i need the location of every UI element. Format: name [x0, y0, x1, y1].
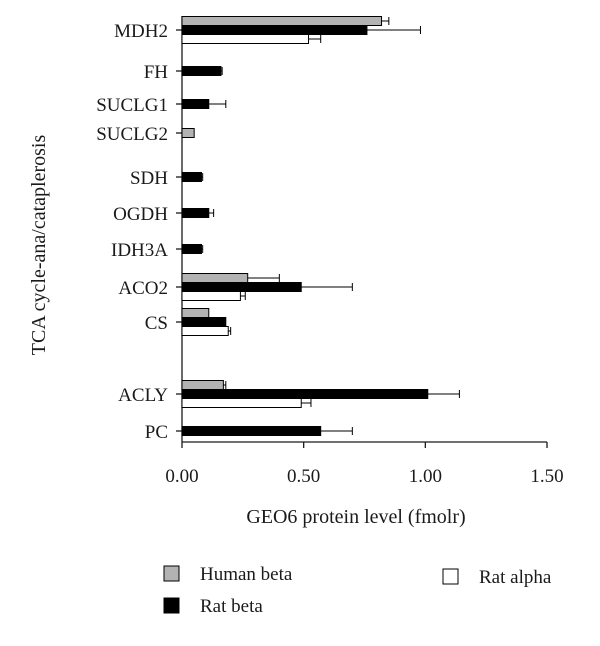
legend-label: Rat beta — [200, 596, 263, 617]
category-label: SUCLG2 — [96, 124, 168, 145]
category-label: IDH3A — [111, 240, 168, 261]
x-axis-title: GEO6 protein level (fmolr) — [246, 506, 465, 528]
bar — [181, 34, 310, 44]
category-label: OGDH — [113, 204, 168, 225]
category-label: ACLY — [118, 385, 168, 406]
bar — [181, 208, 210, 218]
legend-label: Human beta — [200, 564, 293, 585]
bar — [181, 282, 302, 292]
legend-swatch — [163, 597, 180, 614]
bar — [181, 66, 222, 76]
x-tick-label: 0.00 — [165, 466, 198, 487]
bar — [181, 326, 229, 336]
bar — [181, 291, 241, 301]
category-label: FH — [144, 62, 169, 83]
bar — [181, 128, 195, 138]
bar — [181, 380, 224, 390]
x-tick-label: 1.50 — [530, 466, 563, 487]
bar — [181, 99, 210, 109]
bar — [181, 244, 202, 254]
bar — [181, 25, 368, 35]
y-axis-title: TCA cycle-ana/cataplerosis — [28, 135, 50, 356]
category-label: CS — [145, 313, 168, 334]
legend-swatch — [163, 565, 180, 582]
bar — [181, 308, 210, 318]
bar — [181, 426, 322, 436]
x-tick-label: 1.00 — [409, 466, 442, 487]
x-tick-label: 0.50 — [287, 466, 320, 487]
category-label: PC — [145, 422, 168, 443]
category-label: SDH — [130, 168, 168, 189]
legend-swatch — [442, 568, 459, 585]
bar — [181, 172, 202, 182]
bar — [181, 16, 383, 26]
bar — [181, 317, 227, 327]
legend-label: Rat alpha — [479, 567, 552, 588]
bar — [181, 273, 249, 283]
category-label: MDH2 — [114, 21, 168, 42]
category-label: ACO2 — [118, 278, 168, 299]
category-label: SUCLG1 — [96, 95, 168, 116]
bar — [181, 398, 302, 408]
bar — [181, 389, 429, 399]
